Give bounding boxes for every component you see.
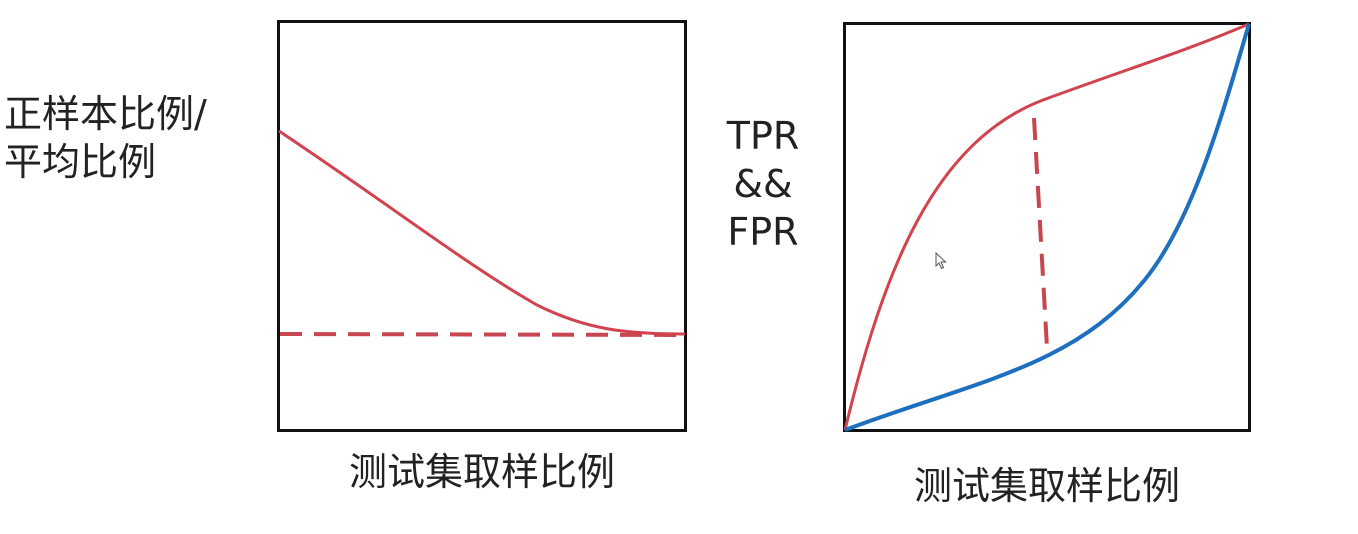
left-plot-frame <box>277 20 687 432</box>
right-plot <box>843 22 1251 432</box>
tpr-curve <box>843 22 1250 431</box>
right-x-axis-label: 测试集取样比例 <box>913 464 1180 508</box>
mouse-pointer-icon <box>935 252 947 270</box>
left-ratio-curve <box>278 129 686 336</box>
left-y-axis-label: 正样本比例/ 平均比例 <box>4 90 207 186</box>
right-plot-frame <box>843 22 1251 432</box>
left-x-axis-label: 测试集取样比例 <box>348 450 615 494</box>
right-gap-dashed <box>1032 117 1049 349</box>
right-y-axis-label: TPR && FPR <box>722 112 804 256</box>
fpr-curve <box>844 23 1251 432</box>
right-y-axis-label-line2: && <box>733 162 793 206</box>
left-y-axis-label-line2: 平均比例 <box>4 140 157 184</box>
left-plot <box>277 20 687 432</box>
right-y-axis-label-line1: TPR <box>726 114 800 158</box>
left-y-axis-label-line1: 正样本比例/ <box>4 92 207 136</box>
left-baseline-dashed <box>279 332 686 337</box>
right-y-axis-label-line3: FPR <box>727 210 799 254</box>
